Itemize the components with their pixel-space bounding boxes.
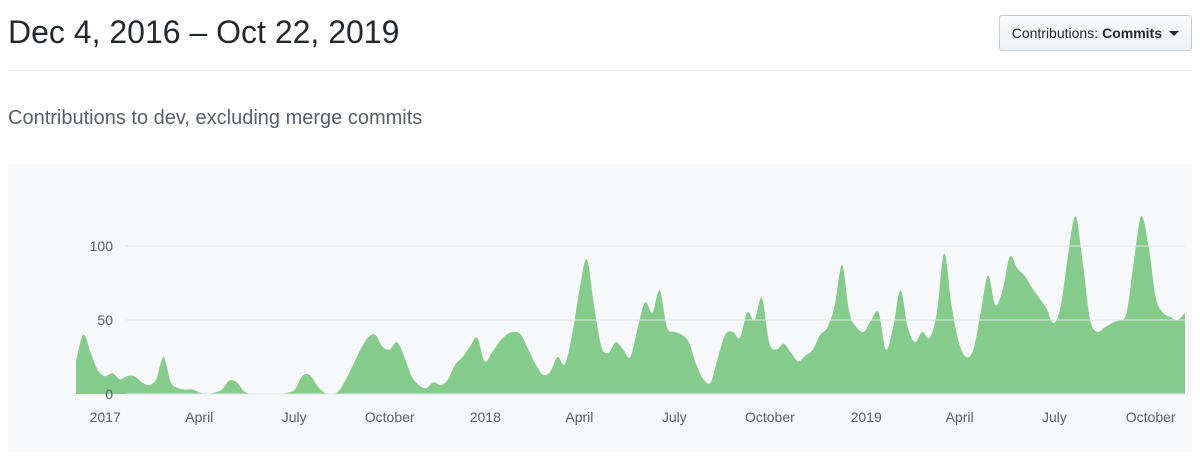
x-axis-label: 2017	[90, 409, 121, 425]
x-axis-label: 2018	[470, 409, 501, 425]
commit-activity-area-chart: 0 50 100 2017 April July October 2018 April July O…	[76, 216, 1185, 425]
y-axis-label: 0	[105, 386, 113, 402]
date-range-title: Dec 4, 2016 – Oct 22, 2019	[8, 14, 400, 50]
y-axis-label: 50	[97, 312, 113, 328]
dropdown-caret-icon	[1169, 30, 1179, 36]
filter-label: Contributions:	[1011, 25, 1099, 41]
x-axis-label: July	[282, 409, 307, 425]
contributions-filter-dropdown[interactable]: Contributions: Commits	[998, 15, 1192, 51]
x-axis-label: July	[662, 409, 687, 425]
x-axis-label: October	[745, 409, 795, 425]
x-axis-label: April	[565, 409, 593, 425]
page-header: Dec 4, 2016 – Oct 22, 2019 Contributions…	[8, 8, 1192, 70]
filter-value: Commits	[1102, 25, 1162, 41]
y-axis-label: 100	[90, 238, 114, 254]
x-axis-label: April	[185, 409, 213, 425]
contribution-activity-page: Dec 4, 2016 – Oct 22, 2019 Contributions…	[8, 8, 1192, 452]
x-axis-label: October	[1126, 409, 1176, 425]
x-axis-label: July	[1042, 409, 1067, 425]
commit-activity-chart-card: 0 50 100 2017 April July October 2018 April July O…	[8, 164, 1192, 452]
header-divider	[8, 70, 1192, 71]
area-series	[76, 216, 1185, 394]
x-axis-label: April	[946, 409, 974, 425]
x-axis-label: 2019	[851, 409, 882, 425]
x-axis-label: October	[365, 409, 415, 425]
chart-description: Contributions to dev, excluding merge co…	[8, 107, 423, 129]
